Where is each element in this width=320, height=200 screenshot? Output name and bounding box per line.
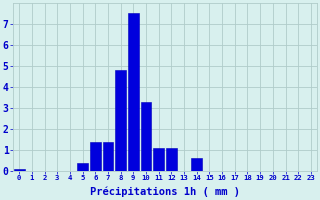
X-axis label: Précipitations 1h ( mm ): Précipitations 1h ( mm ) xyxy=(90,187,240,197)
Bar xyxy=(191,158,202,171)
Bar xyxy=(166,148,177,171)
Bar xyxy=(153,148,164,171)
Bar xyxy=(77,163,88,171)
Bar xyxy=(140,102,151,171)
Bar xyxy=(14,169,25,171)
Bar xyxy=(115,70,126,171)
Bar xyxy=(102,142,113,171)
Bar xyxy=(128,13,139,171)
Bar xyxy=(90,142,101,171)
